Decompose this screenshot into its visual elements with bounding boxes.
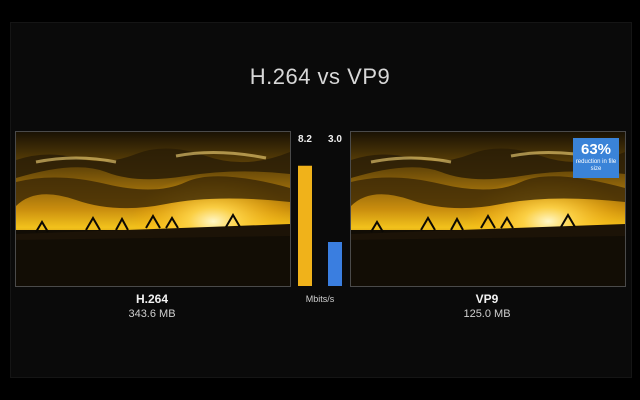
bar-vp9 [328,242,342,286]
sunset-image-left [16,132,290,286]
reduction-text: reduction in file size [575,159,617,172]
h264-label: H.264 [135,292,169,306]
reduction-percent: 63% [580,141,612,158]
sunset-image-right [351,132,625,286]
unit-label: Mbits/s [306,294,335,304]
bar-h264 [298,165,312,286]
h264-caption: H.264 343.6 MB [15,291,289,322]
vp9-file-size: 125.0 MB [463,308,511,320]
bar-value-label-vp9: 3.0 [328,134,342,145]
h264-video-frame [15,131,291,287]
vp9-video-frame: 63% reduction in file size [350,131,626,287]
slide-title: H.264 vs VP9 [249,64,391,89]
reduction-badge: 63% reduction in file size [573,138,619,178]
bitrate-bar-chart: 8.2 3.0 Mbits/s [298,134,342,304]
vp9-caption: VP9 125.0 MB [350,291,624,322]
bar-value-label-h264: 8.2 [298,134,312,145]
h264-file-size: 343.6 MB [128,308,176,320]
vp9-label: VP9 [475,292,499,306]
